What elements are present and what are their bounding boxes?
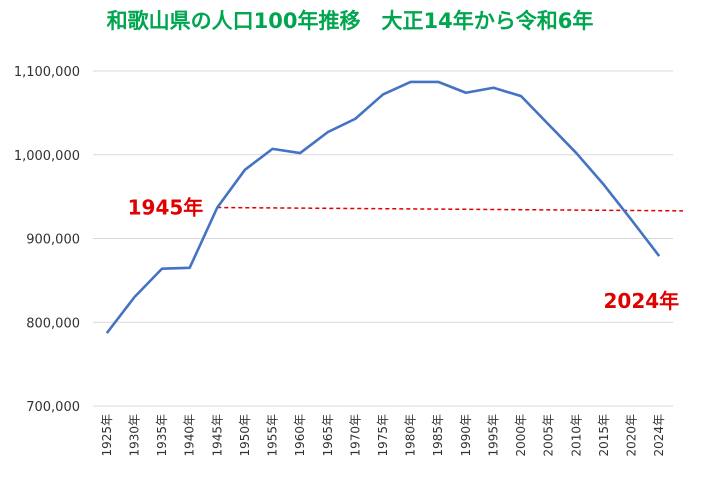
x-tick-label: 1950年 (238, 414, 252, 457)
x-tick-label: 2000年 (514, 414, 528, 457)
x-tick-label: 1965年 (321, 414, 335, 457)
x-axis-ticks: 1925年 1930年 1935年 1940年 1945年 1950年 1955年 1960年… (100, 414, 666, 457)
x-tick-label: 1955年 (266, 414, 280, 457)
y-axis-ticks: 700,000 800,000 900,000 1,000,000 1,100,000 (14, 65, 80, 415)
x-tick-label: 2010年 (569, 414, 583, 457)
x-tick-label: 1945年 (210, 414, 224, 457)
x-tick-label: 2005年 (542, 414, 556, 457)
x-tick-label: 1960年 (293, 414, 307, 457)
y-tick-label: 800,000 (26, 316, 80, 331)
y-tick-label: 1,100,000 (14, 65, 80, 80)
x-tick-label: 1990年 (459, 414, 473, 457)
x-tick-label: 1930年 (127, 414, 141, 457)
x-tick-label: 1985年 (431, 414, 445, 457)
series-layer (105, 80, 661, 334)
x-tick-label: 1940年 (183, 414, 197, 457)
reference-layer (217, 206, 684, 212)
annotation-2024: 2024年 (604, 289, 680, 313)
annotation-1945: 1945年 (128, 196, 204, 220)
y-tick-label: 900,000 (26, 233, 80, 248)
y-tick-label: 700,000 (26, 400, 80, 415)
population-line (105, 80, 661, 334)
x-tick-label: 2024年 (652, 414, 666, 457)
y-tick-label: 1,000,000 (14, 149, 80, 164)
annotations: 1945年 2024年 (128, 196, 680, 314)
x-tick-label: 1925年 (100, 414, 114, 457)
x-tick-label: 1975年 (376, 414, 390, 457)
grid-lines (93, 70, 673, 407)
x-tick-label: 1970年 (348, 414, 362, 457)
x-tick-label: 1980年 (404, 414, 418, 457)
x-tick-label: 1935年 (155, 414, 169, 457)
x-tick-label: 2015年 (597, 414, 611, 457)
x-tick-label: 2020年 (625, 414, 639, 457)
reference-line-1945 (217, 206, 684, 212)
x-tick-label: 1995年 (486, 414, 500, 457)
chart-title: 和歌山県の人口100年推移 大正14年から令和6年 (107, 9, 594, 33)
